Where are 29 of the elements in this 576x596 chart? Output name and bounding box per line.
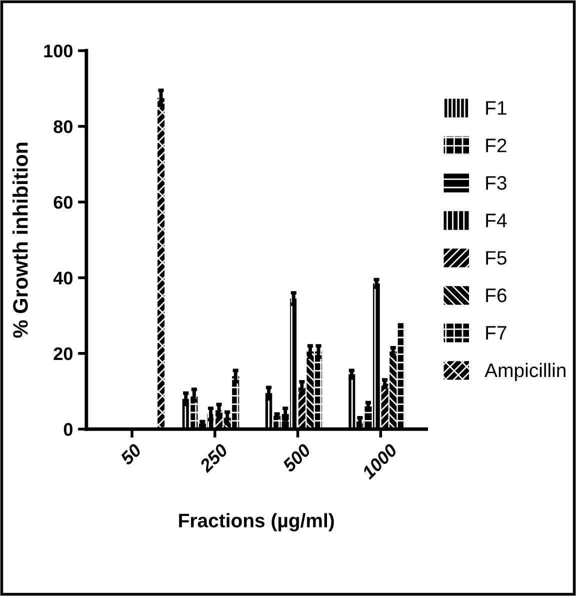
y-tick-label: 20: [54, 347, 72, 360]
y-tick-label: 40: [53, 272, 72, 284]
y-tick-label: 80: [54, 120, 72, 134]
legend-label: F5: [486, 251, 506, 265]
x-tick-label: 50: [119, 442, 142, 466]
bar: [157, 98, 165, 430]
x-axis-title: Fractions (µg/ml): [179, 513, 334, 532]
legend-label: Ampicillin: [484, 362, 566, 382]
y-axis-title: % Growth inhibition: [12, 142, 28, 338]
legend-label: F3: [486, 176, 506, 190]
bar: [348, 374, 356, 430]
y-tick-label: 60: [54, 196, 72, 209]
bar: [314, 352, 322, 430]
bar: [232, 376, 240, 430]
bar: [372, 283, 380, 430]
x-tick-label: 250: [198, 442, 229, 474]
bar: [390, 352, 397, 430]
bar: [398, 323, 405, 430]
legend-label: F4: [486, 214, 507, 228]
legend-label: F7: [486, 326, 506, 340]
bar: [290, 298, 298, 430]
y-tick-label: 0: [64, 423, 72, 436]
legend-label: F2: [486, 138, 506, 152]
x-tick-label: 500: [282, 442, 312, 473]
bar: [306, 352, 314, 430]
legend-label: F6: [486, 288, 506, 302]
y-tick-label: 100: [44, 44, 72, 58]
legend-label: F1: [486, 101, 506, 115]
bar: [381, 384, 388, 430]
